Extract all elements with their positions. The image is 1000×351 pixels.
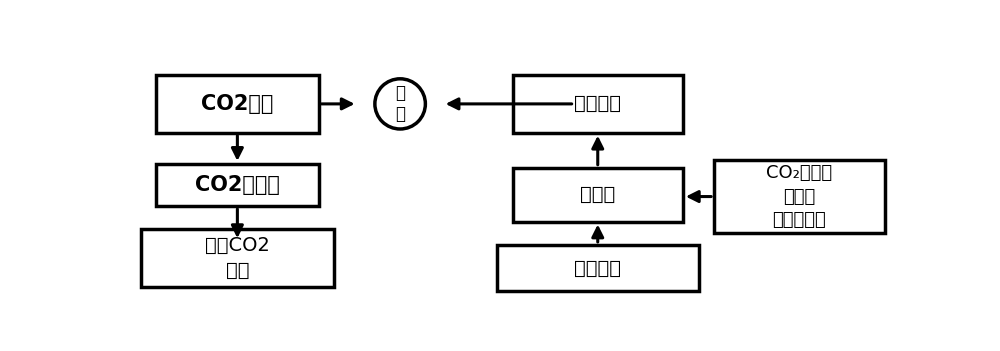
Text: 混砂车: 混砂车 [580, 185, 615, 204]
Text: 酸液储罐: 酸液储罐 [574, 258, 621, 278]
Text: CO2泵车: CO2泵车 [201, 94, 274, 114]
FancyBboxPatch shape [156, 75, 319, 133]
Text: CO2增压泵: CO2增压泵 [195, 175, 280, 195]
Text: 酸液泵车: 酸液泵车 [574, 94, 621, 113]
FancyBboxPatch shape [156, 164, 319, 206]
FancyBboxPatch shape [497, 245, 698, 291]
Text: 液态CO2
储罐: 液态CO2 储罐 [205, 236, 270, 280]
Text: 井
口: 井 口 [395, 85, 405, 123]
FancyBboxPatch shape [714, 160, 885, 233]
FancyBboxPatch shape [512, 75, 683, 133]
Text: CO₂增稠剂
减阻剂
雾化稳定剂: CO₂增稠剂 减阻剂 雾化稳定剂 [766, 164, 832, 229]
FancyBboxPatch shape [512, 168, 683, 222]
FancyBboxPatch shape [140, 230, 334, 287]
